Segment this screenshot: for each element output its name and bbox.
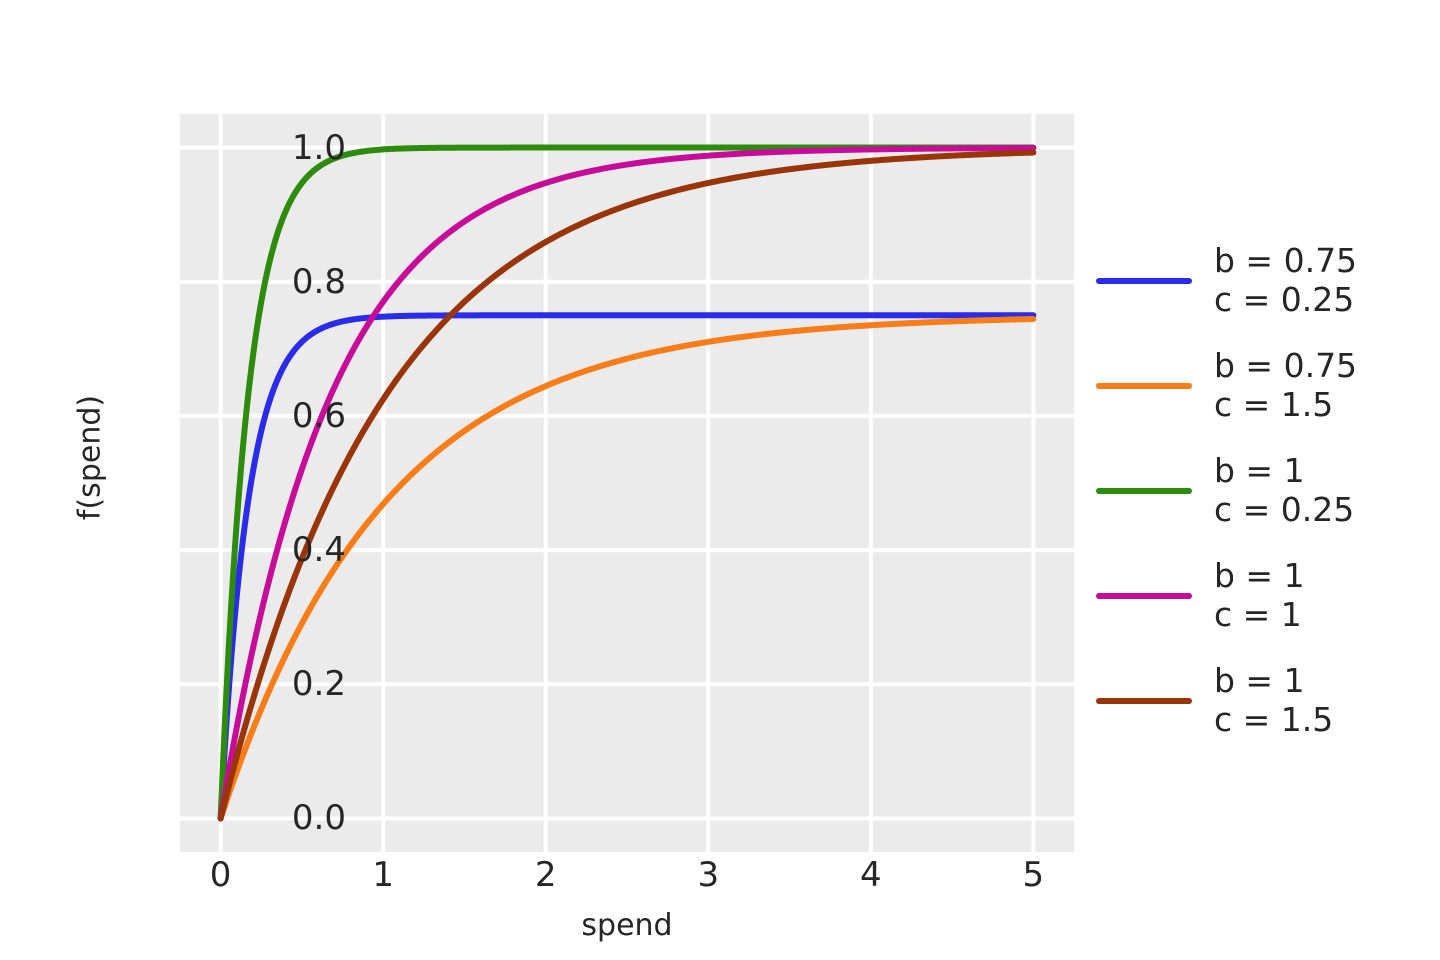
legend-item[interactable]: b = 1 c = 1.5 (1096, 648, 1436, 753)
legend-item-label: b = 1 c = 0.25 (1214, 450, 1355, 529)
x-tick-label: 1 (372, 855, 394, 895)
legend-item[interactable]: b = 0.75 c = 0.25 (1096, 228, 1436, 333)
x-axis-label: spend (581, 908, 673, 943)
legend-color-swatch (1096, 592, 1192, 599)
series-line-4 (217, 149, 1037, 822)
legend-item-label: b = 0.75 c = 1.5 (1214, 345, 1358, 424)
series-line-2 (217, 144, 1037, 822)
x-tick-label: 4 (859, 855, 882, 895)
x-tick-label: 3 (697, 855, 720, 895)
legend-color-swatch (1096, 697, 1192, 704)
y-tick-label: 0.8 (291, 261, 346, 302)
legend-item-label: b = 0.75 c = 0.25 (1214, 240, 1358, 319)
legend-color-swatch (1096, 277, 1192, 284)
plot-canvas (180, 114, 1074, 852)
series-line-0 (217, 312, 1037, 822)
gridlines (180, 114, 1074, 852)
data-curves (217, 144, 1037, 822)
series-line-3 (217, 144, 1037, 822)
legend-item[interactable]: b = 0.75 c = 1.5 (1096, 333, 1436, 438)
y-tick-label: 0.2 (291, 664, 346, 705)
legend: b = 0.75 c = 0.25 b = 0.75 c = 1.5 b = 1 c… (1096, 228, 1436, 753)
x-tick-label: 2 (534, 855, 557, 895)
y-tick-label: 0.0 (291, 798, 346, 839)
legend-item[interactable]: b = 1 c = 0.25 (1096, 438, 1436, 543)
legend-item-label: b = 1 c = 1.5 (1214, 660, 1334, 739)
series-line-1 (217, 316, 1037, 822)
legend-item-label: b = 1 c = 1 (1214, 555, 1305, 634)
legend-color-swatch (1096, 487, 1192, 494)
y-tick-label: 1.0 (291, 127, 346, 168)
x-tick-label: 5 (1022, 855, 1045, 895)
y-tick-label: 0.6 (291, 395, 346, 436)
legend-color-swatch (1096, 382, 1192, 389)
y-tick-label: 0.4 (291, 530, 346, 571)
legend-item[interactable]: b = 1 c = 1 (1096, 543, 1436, 648)
x-tick-label: 0 (209, 855, 232, 895)
plot-panel (180, 114, 1074, 852)
y-axis-label: f(spend) (72, 394, 108, 521)
